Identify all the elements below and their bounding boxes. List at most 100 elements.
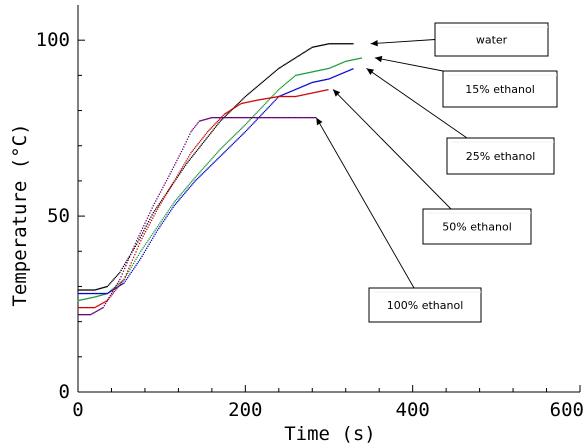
data-point	[264, 98, 266, 100]
data-point	[111, 293, 113, 296]
data-point	[122, 270, 125, 272]
data-point	[186, 186, 188, 188]
data-point	[219, 148, 221, 150]
data-point	[284, 95, 286, 98]
data-point	[185, 160, 187, 162]
data-point	[336, 74, 339, 77]
data-point	[161, 219, 163, 221]
data-point	[173, 180, 175, 182]
data-point	[198, 147, 200, 149]
data-point	[235, 105, 237, 107]
data-point	[145, 220, 147, 222]
data-point	[185, 187, 187, 190]
data-point	[241, 102, 244, 104]
data-point	[187, 185, 189, 187]
data-point	[339, 73, 341, 76]
data-point	[179, 198, 181, 200]
data-point	[207, 131, 209, 133]
data-point	[336, 43, 339, 45]
annotation-arrow	[332, 89, 452, 210]
data-point	[184, 143, 186, 145]
data-point	[259, 116, 262, 119]
data-point	[266, 108, 268, 110]
data-point	[170, 206, 172, 208]
data-point	[242, 116, 244, 119]
data-point	[257, 110, 260, 112]
data-point	[170, 171, 172, 173]
data-point	[277, 116, 279, 119]
series-layer	[77, 43, 362, 316]
data-point	[269, 104, 272, 106]
data-point	[315, 81, 317, 83]
data-point	[280, 86, 282, 89]
data-point	[83, 289, 85, 291]
data-point	[142, 247, 144, 249]
data-point	[141, 255, 143, 257]
data-point	[188, 187, 191, 189]
data-point	[274, 70, 276, 73]
data-point	[266, 116, 268, 119]
data-point	[156, 226, 159, 228]
data-point	[195, 146, 197, 148]
annotation-3: 50% ethanol	[332, 89, 532, 245]
data-point	[226, 141, 229, 143]
data-point	[86, 314, 88, 316]
data-point	[186, 158, 189, 160]
data-point	[167, 213, 169, 216]
data-point	[250, 100, 252, 103]
data-point	[308, 71, 310, 74]
data-point	[358, 57, 360, 60]
data-point	[115, 284, 117, 287]
data-point	[340, 62, 342, 65]
data-point	[110, 292, 113, 295]
data-point	[90, 297, 92, 299]
data-point	[92, 292, 95, 295]
data-point	[206, 118, 209, 120]
data-point	[309, 71, 311, 74]
data-point	[110, 290, 112, 292]
data-point	[302, 116, 304, 119]
data-point	[84, 298, 86, 300]
data-point	[273, 71, 275, 74]
data-point	[353, 58, 355, 61]
data-point	[260, 114, 262, 117]
data-point	[272, 95, 274, 97]
data-point	[184, 162, 186, 164]
data-point	[118, 284, 120, 287]
data-point	[156, 208, 159, 210]
data-point	[236, 139, 238, 141]
data-point	[113, 288, 115, 291]
annotation-1: 15% ethanol	[374, 55, 558, 108]
data-point	[267, 107, 269, 109]
data-point	[256, 116, 258, 119]
data-point	[148, 243, 150, 245]
data-point	[179, 153, 182, 155]
data-point	[279, 95, 281, 98]
data-point	[99, 294, 102, 297]
data-point	[167, 177, 169, 180]
data-point	[267, 100, 269, 102]
data-point	[150, 209, 152, 212]
data-point	[124, 280, 126, 282]
data-point	[121, 280, 123, 283]
data-point	[88, 289, 90, 291]
data-point	[280, 95, 282, 98]
data-point	[290, 90, 292, 93]
data-point	[183, 164, 185, 166]
data-point	[245, 101, 247, 104]
data-point	[329, 67, 331, 69]
data-point	[85, 314, 87, 316]
data-point	[161, 189, 163, 191]
data-point	[282, 64, 285, 67]
data-point	[341, 62, 343, 64]
data-point	[105, 286, 107, 288]
data-point	[162, 220, 165, 223]
data-point	[268, 97, 271, 99]
data-point	[210, 127, 212, 129]
data-point	[296, 95, 298, 97]
annotation-arrow	[315, 117, 415, 289]
data-point	[156, 229, 159, 231]
data-point	[225, 142, 227, 145]
data-point	[146, 223, 149, 225]
data-point	[135, 240, 138, 242]
